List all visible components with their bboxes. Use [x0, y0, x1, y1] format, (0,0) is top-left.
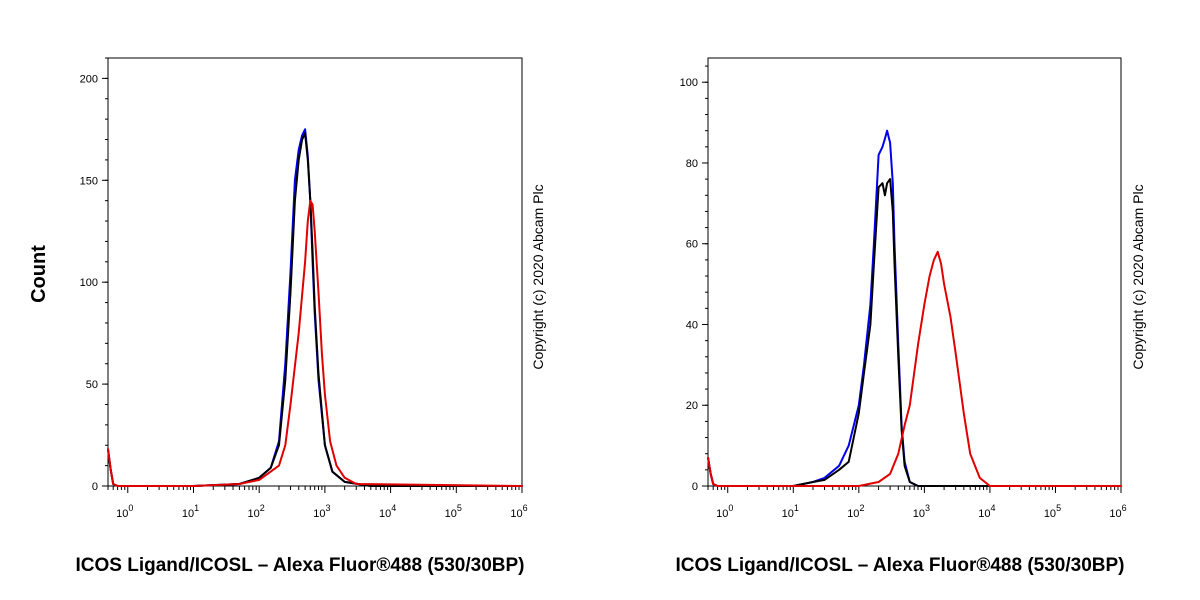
y-tick-label: 50 — [86, 379, 98, 391]
x-tick-label: 103 — [913, 503, 930, 520]
y-tick-label: 200 — [80, 73, 98, 85]
x-tick-label: 102 — [847, 503, 864, 520]
chart-panel-left: 0 50 100 150 200 100 101 102 103 104 105 106 Count Co… — [28, 57, 546, 576]
y-tick-label: 20 — [686, 400, 698, 412]
y-axis-label: Count — [28, 245, 50, 303]
x-axis-label: ICOS Ligand/ICOSL – Alexa Fluor®488 (530… — [75, 555, 525, 576]
x-tick-label: 104 — [978, 503, 995, 520]
x-tick-label: 100 — [116, 503, 133, 520]
y-tick-label: 40 — [686, 319, 698, 331]
x-tick-label: 102 — [248, 503, 265, 520]
series-line-3 — [707, 250, 1122, 487]
histogram-chart-right: 020406080100100101102103104105106CountCo… — [680, 57, 1146, 520]
x-tick-label: 105 — [445, 503, 462, 520]
y-tick-label: 80 — [686, 158, 698, 170]
series-line-1 — [707, 129, 1122, 487]
x-tick-label: 101 — [782, 503, 799, 520]
x-tick-label: 106 — [1109, 503, 1126, 520]
copyright-text: Copyright (c) 2020 Abcam Plc — [1130, 184, 1146, 369]
y-tick-label: 150 — [80, 175, 98, 187]
x-tick-label: 105 — [1044, 503, 1061, 520]
histogram-chart-left: 0 50 100 150 200 100 101 102 103 104 105 106 Count Co… — [28, 57, 546, 520]
plot-frame — [107, 57, 523, 487]
y-tick-label: 60 — [686, 239, 698, 251]
series-line-2 — [107, 132, 523, 487]
y-tick-label: 0 — [692, 481, 698, 493]
x-tick-label: 100 — [716, 503, 733, 520]
series-line-2 — [707, 178, 1122, 487]
x-tick-label: 106 — [510, 503, 527, 520]
y-tick-label: 0 — [92, 481, 98, 493]
plot-frame — [707, 57, 1122, 487]
x-tick-label: 101 — [182, 503, 199, 520]
copyright-text: Copyright (c) 2020 Abcam Plc — [530, 184, 546, 369]
y-tick-label: 100 — [680, 77, 698, 89]
x-axis-label: ICOS Ligand/ICOSL – Alexa Fluor®488 (530… — [675, 555, 1125, 576]
chart-panel-right: 020406080100100101102103104105106CountCo… — [600, 0, 1200, 600]
x-tick-label: 103 — [313, 503, 330, 520]
y-tick-label: 100 — [80, 277, 98, 289]
series-line-3 — [107, 199, 523, 487]
x-tick-label: 104 — [379, 503, 396, 520]
